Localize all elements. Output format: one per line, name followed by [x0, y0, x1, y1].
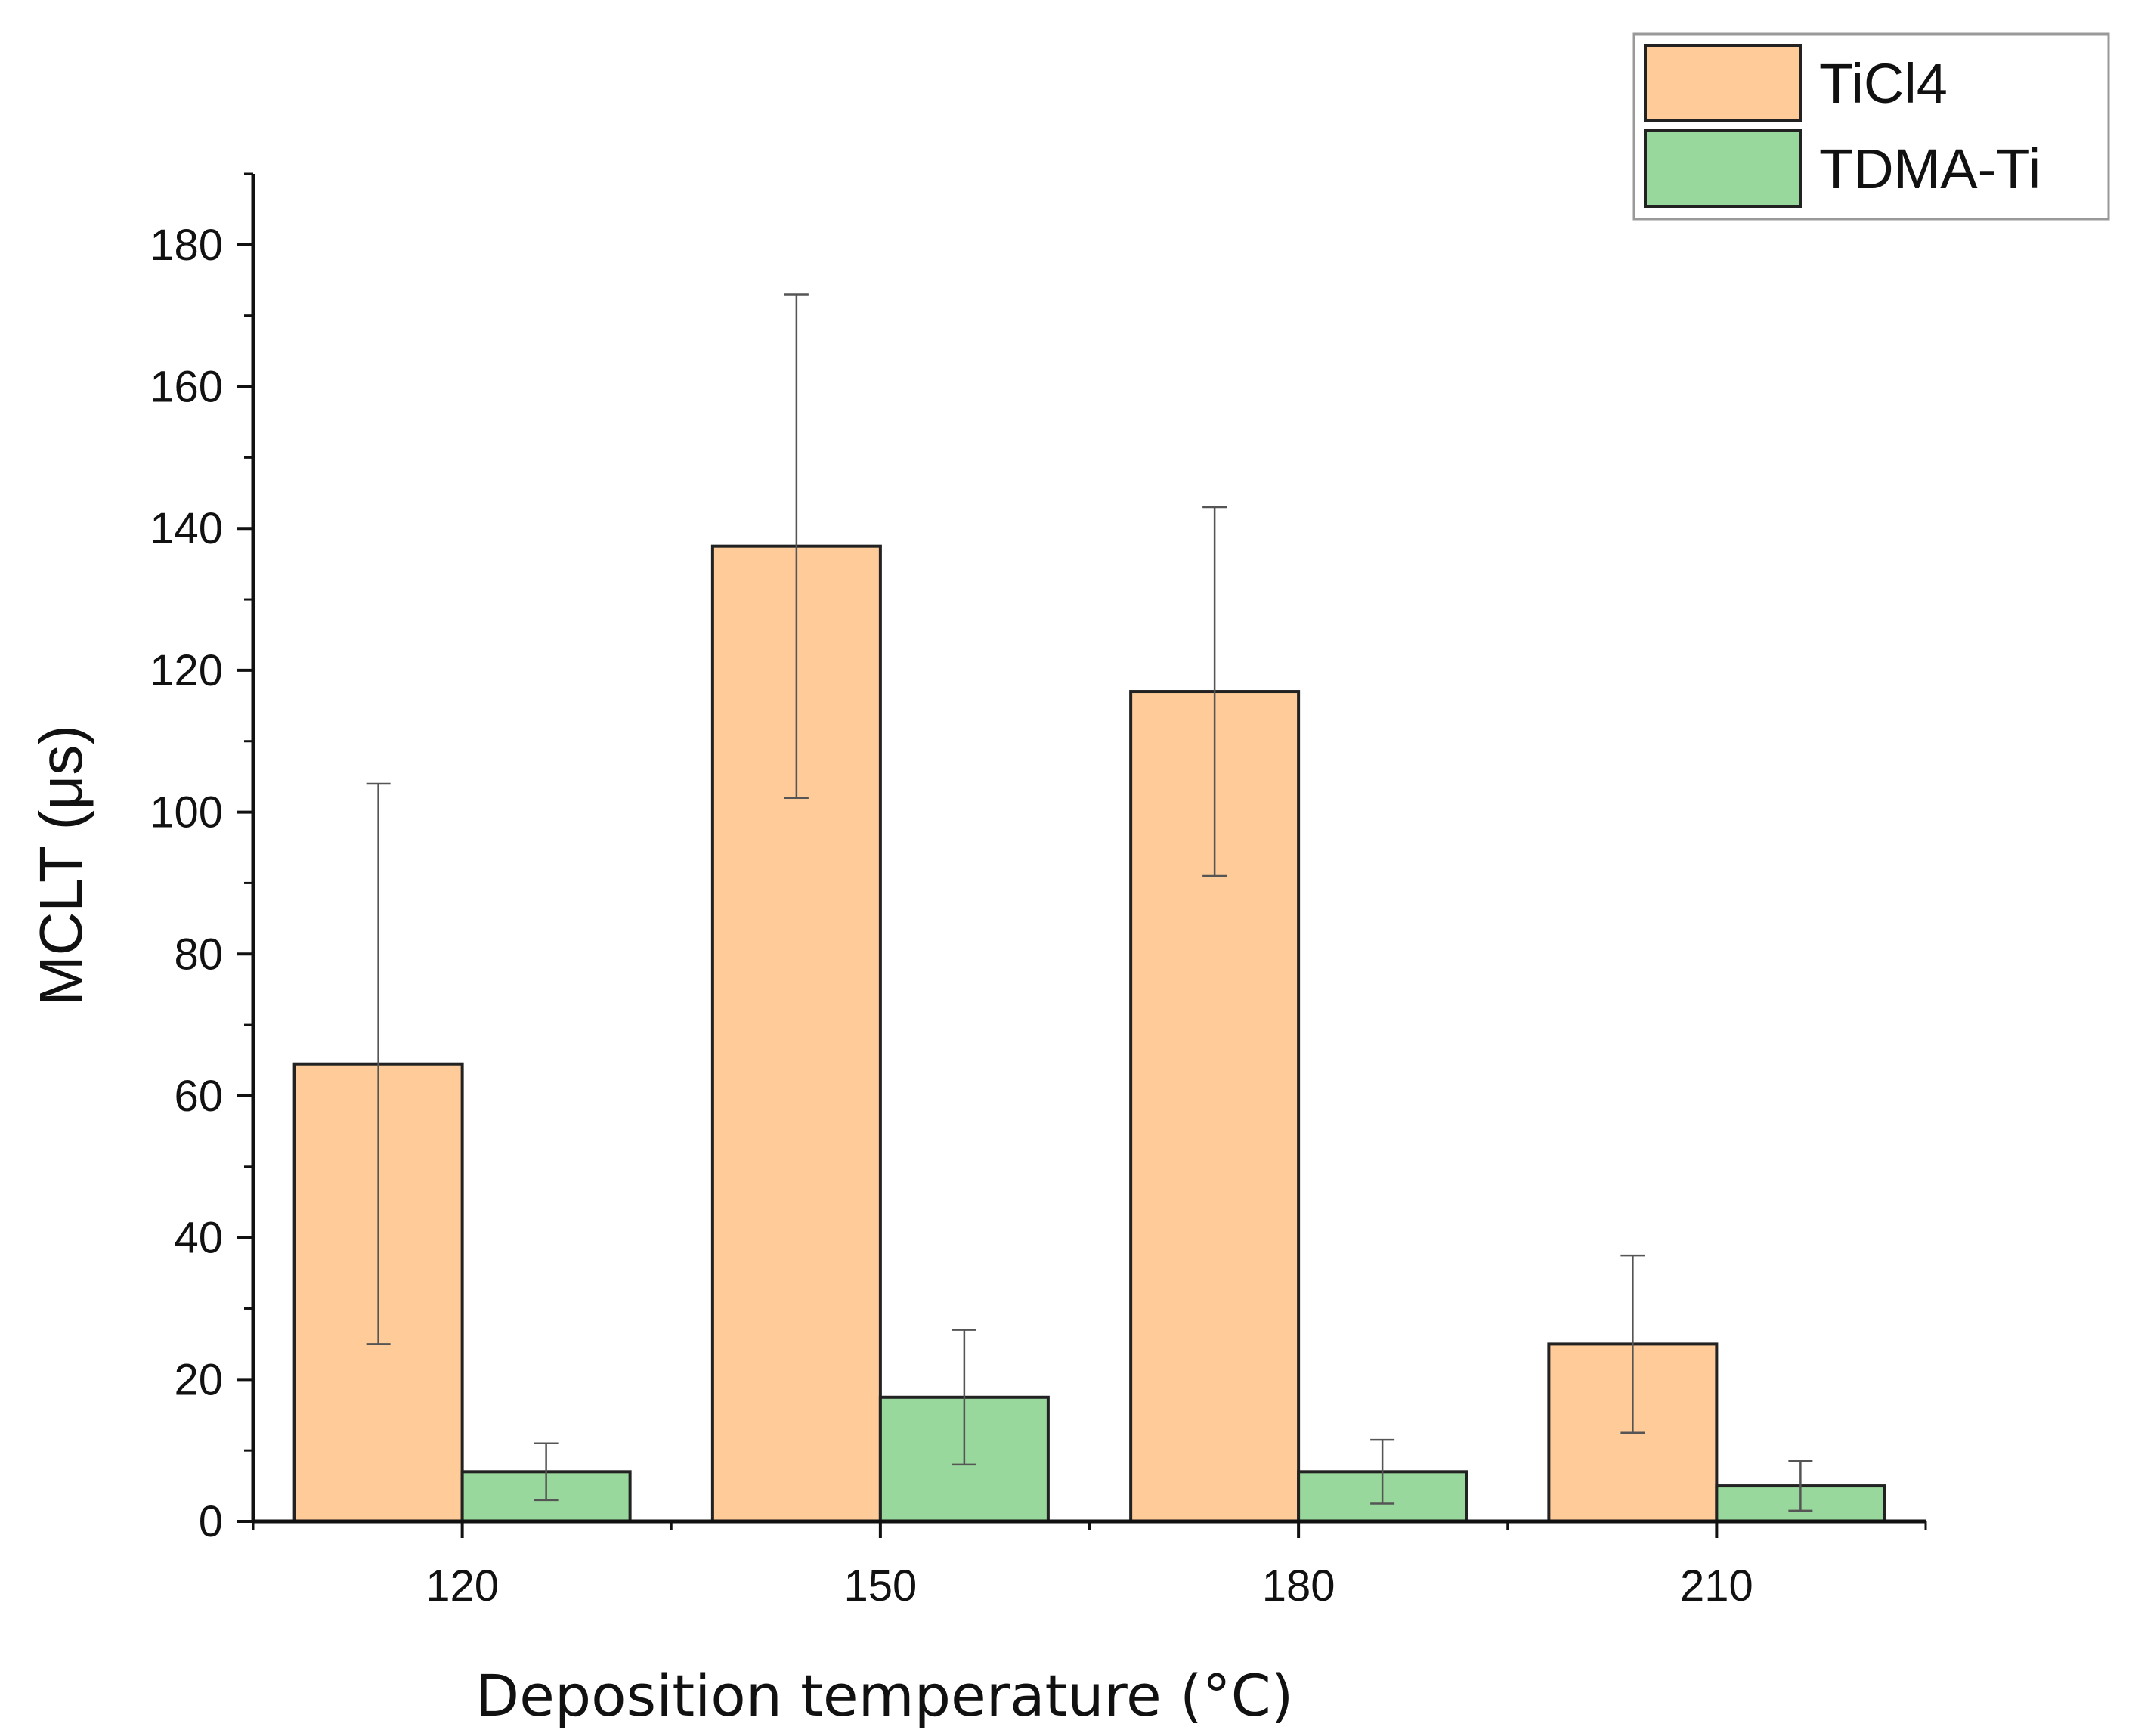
legend-swatch-tdma-ti	[1644, 129, 1802, 208]
x-axis-label: Deposition temperature (°C)	[475, 1662, 1294, 1729]
x-tick-label-180: 180	[1262, 1561, 1335, 1611]
legend: TiCl4 TDMA-Ti	[1632, 32, 2110, 221]
legend-label-ticl4: TiCl4	[1819, 52, 1948, 115]
legend-label-tdma-ti: TDMA-Ti	[1819, 138, 2041, 200]
x-tick-label-120: 120	[425, 1561, 499, 1611]
x-tick-label-150: 150	[843, 1561, 917, 1611]
y-axis-label: MCLT (μs)	[27, 725, 94, 1006]
y-tick-label: 20	[174, 1355, 223, 1404]
error-bar-tdma-ti-120	[534, 1442, 559, 1502]
error-bar-ticl4-150	[784, 293, 809, 800]
y-tick-label: 0	[199, 1497, 223, 1546]
axes-layer	[237, 172, 1927, 1538]
error-bar-tdma-ti-180	[1370, 1438, 1395, 1505]
x-tick-label-210: 210	[1680, 1561, 1753, 1611]
bars-layer	[292, 544, 1886, 1524]
error-bar-ticl4-180	[1202, 506, 1227, 877]
y-tick-label: 100	[150, 788, 223, 837]
error-bar-ticl4-120	[366, 782, 391, 1345]
y-tick-label: 120	[150, 646, 223, 695]
y-tick-label: 40	[174, 1214, 223, 1263]
y-tick-label: 180	[150, 221, 223, 270]
y-tick-label: 60	[174, 1072, 223, 1121]
y-tick-label: 160	[150, 363, 223, 412]
y-tick-label: 140	[150, 504, 223, 553]
error-bar-tdma-ti-150	[952, 1329, 976, 1466]
error-bar-tdma-ti-210	[1788, 1459, 1813, 1512]
error-bar-ticl4-210	[1620, 1254, 1645, 1434]
y-tick-label: 80	[174, 930, 223, 979]
legend-swatch-ticl4	[1644, 44, 1802, 122]
error-bars-layer	[366, 293, 1813, 1512]
tick-labels-layer: 0 20 40 60 80 100 120 140 160 180 120 150 180 210	[150, 221, 1753, 1611]
